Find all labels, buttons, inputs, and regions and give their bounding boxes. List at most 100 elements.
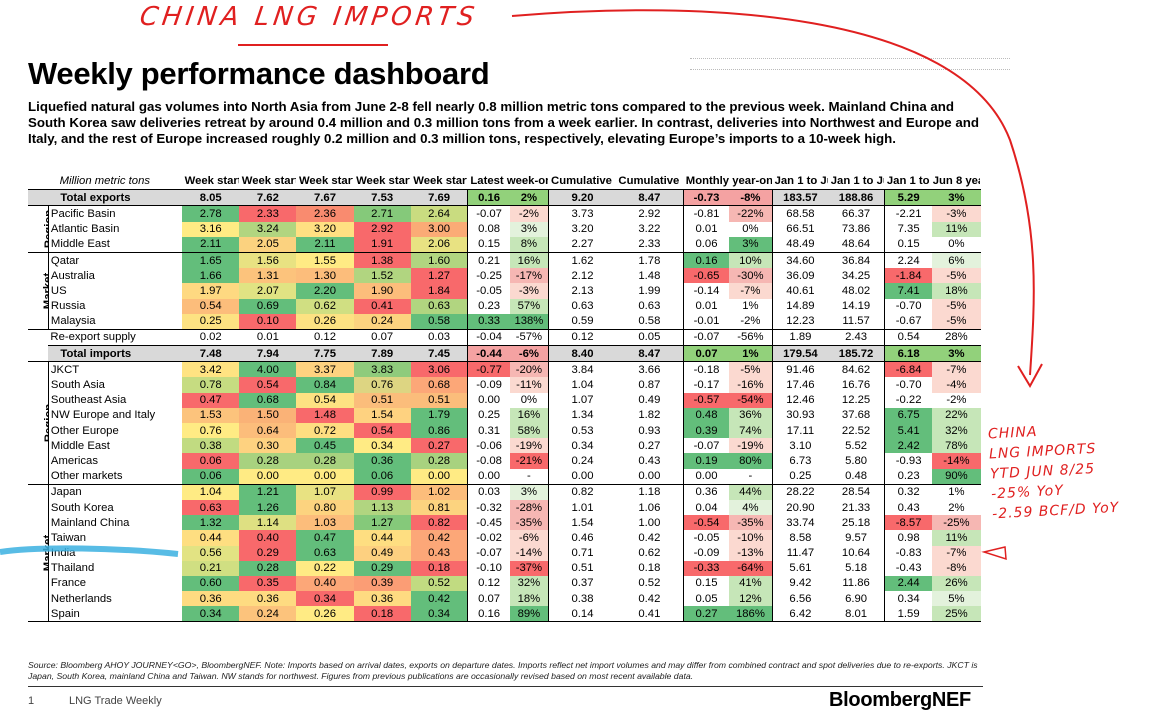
value-cell: 0.63 <box>615 298 684 314</box>
value-cell: 0.19 <box>682 453 730 469</box>
row-label: Malaysia <box>48 313 183 330</box>
value-cell: 0.48 <box>828 468 885 485</box>
value-cell: 0.03 <box>467 483 510 500</box>
value-cell: 2.27 <box>548 236 616 253</box>
table-row: Southeast Asia 0.47 0.68 0.54 0.51 0.51 0.00 0%… <box>28 392 981 408</box>
table-row: Atlantic Basin 3.16 3.24 3.20 2.92 3.00 0.08 3%… <box>28 221 981 237</box>
value-cell: -0.70 <box>883 377 933 393</box>
value-cell: 0.34 <box>410 606 468 623</box>
value-cell: -5% <box>932 268 981 284</box>
value-cell: 34.60 <box>771 251 829 269</box>
value-cell: 36.84 <box>828 251 885 269</box>
table-row: Re-export supply 0.02 0.01 0.12 0.07 0.03 -0.0… <box>28 329 981 363</box>
value-cell: -0.73 <box>682 189 730 207</box>
value-cell: 1% <box>729 298 773 314</box>
value-cell: 1.84 <box>410 283 468 299</box>
col-header: Jan 1 to Jun 8, 2025 <box>828 174 885 191</box>
value-cell: 2.11 <box>182 236 240 253</box>
value-cell: -28% <box>509 499 549 516</box>
value-cell: 3.83 <box>353 361 411 378</box>
value-cell: 28.22 <box>771 483 829 500</box>
value-cell: 0.47 <box>182 392 240 408</box>
value-cell: 5.29 <box>883 189 933 207</box>
value-cell: 0.25 <box>182 313 240 330</box>
value-cell: 0.52 <box>410 575 468 592</box>
value-cell: 89% <box>509 606 549 623</box>
value-cell: 1.31 <box>239 268 297 284</box>
value-cell: 12.46 <box>771 392 829 408</box>
value-cell: 66.37 <box>828 205 885 222</box>
value-cell: 1.18 <box>615 483 684 500</box>
value-cell: 0.68 <box>239 392 297 408</box>
value-cell: -0.83 <box>883 545 933 561</box>
value-cell: 3.06 <box>410 361 468 378</box>
value-cell: 185.72 <box>828 345 885 363</box>
value-cell: 1.32 <box>182 515 240 531</box>
value-cell: 0.00 <box>615 468 684 485</box>
value-cell: 0.25 <box>771 468 829 485</box>
row-label: Other Europe <box>50 424 119 437</box>
value-cell: -35% <box>509 515 549 531</box>
value-cell: 1.78 <box>615 251 684 269</box>
value-cell: -13% <box>729 545 773 561</box>
value-cell: -0.07 <box>682 329 730 346</box>
value-cell: 11% <box>932 530 981 546</box>
value-cell: -19% <box>509 438 549 454</box>
table-row: Middle East 0.38 0.30 0.45 0.34 0.27 -0.06 -19%… <box>28 438 981 454</box>
row-label: Qatar <box>48 251 183 269</box>
value-cell: -35% <box>729 515 773 531</box>
row-label: Japan <box>48 483 183 500</box>
value-cell: 0.40 <box>239 530 297 546</box>
value-cell: -57% <box>509 329 549 346</box>
value-cell: 16% <box>509 251 549 269</box>
value-cell: 32% <box>932 423 981 439</box>
value-cell: 7.35 <box>883 221 933 237</box>
value-cell: 11.47 <box>771 545 829 561</box>
value-cell: 1.00 <box>615 515 684 531</box>
page-title: Weekly performance dashboard <box>28 56 490 91</box>
value-cell: 0.25 <box>467 407 510 423</box>
value-cell: 0.52 <box>615 575 684 592</box>
value-cell: 6.56 <box>771 591 829 607</box>
value-cell: 84.62 <box>828 361 885 378</box>
value-cell: 2.78 <box>182 205 240 222</box>
value-cell: 1.97 <box>182 283 240 299</box>
value-cell: 5% <box>932 591 981 607</box>
value-cell: 0.47 <box>296 530 354 546</box>
row-label: Russia <box>50 300 86 313</box>
value-cell: 0.42 <box>615 530 684 546</box>
value-cell: -0.05 <box>682 530 730 546</box>
value-cell: 2% <box>932 499 981 516</box>
value-cell: 0.31 <box>467 423 510 439</box>
footer-rule <box>28 686 983 687</box>
value-cell: 2.07 <box>239 283 297 299</box>
value-cell: 0.43 <box>615 453 684 469</box>
value-cell: 0.78 <box>182 377 240 393</box>
value-cell: 0.06 <box>182 453 240 469</box>
value-cell: 188.86 <box>828 189 885 207</box>
value-cell: 3.24 <box>239 221 297 237</box>
value-cell: 1.65 <box>182 251 240 269</box>
value-cell: -7% <box>932 545 981 561</box>
value-cell: 0.18 <box>410 560 468 576</box>
value-cell: 1.91 <box>353 236 411 253</box>
value-cell: 0.93 <box>615 423 684 439</box>
value-cell: 0.07 <box>682 345 730 363</box>
value-cell: 3.20 <box>548 221 616 237</box>
value-cell: 3.84 <box>548 361 616 378</box>
value-cell: 34.25 <box>828 268 885 284</box>
china-highlight-stroke <box>0 545 179 557</box>
value-cell: 5.61 <box>771 560 829 576</box>
row-label: Middle East <box>48 236 183 253</box>
value-cell: 1% <box>729 345 773 363</box>
row-label: South Asia <box>50 379 105 392</box>
table-row: South Asia 0.78 0.54 0.84 0.76 0.68 -0.09 -11% 1… <box>28 377 981 393</box>
value-cell: 0.86 <box>410 423 468 439</box>
value-cell: 0.54 <box>883 329 933 346</box>
value-cell: 17.11 <box>771 423 829 439</box>
value-cell: -6% <box>509 530 549 546</box>
value-cell: 0.42 <box>410 591 468 607</box>
value-cell: -21% <box>509 453 549 469</box>
value-cell: -0.65 <box>682 268 730 284</box>
value-cell: 7.69 <box>410 189 468 207</box>
